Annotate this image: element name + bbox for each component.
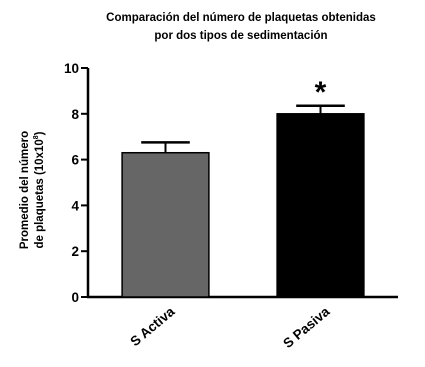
x-axis-tick-labels: S Activa S Pasiva [127,303,332,351]
bar [121,151,210,298]
bars: * [121,76,365,298]
y-axis-label-line-1: Promedio del número [19,131,31,249]
y-axis-label-superscript: 8 [33,135,40,139]
x-tick-label: S Activa [127,303,177,349]
y-tick-label: 0 [71,290,79,305]
y-axis-label: Promedio del número de plaquetas (10x108… [19,131,46,249]
y-axis-label-end: ) [34,131,46,135]
chart-title-line-1: Comparación del número de plaquetas obte… [106,12,376,24]
y-axis-label-main: de plaquetas (10x10 [34,139,46,248]
significance-marker: * [315,76,327,109]
y-tick-label: 10 [64,61,79,76]
x-tick-label: S Pasiva [280,303,333,351]
y-axis-ticks: 0 2 4 6 8 10 [64,61,88,305]
y-tick-label: 6 [71,153,79,168]
chart-title-line-2: por dos tipos de sedimentación [154,30,327,42]
y-axis-label-line-2: de plaquetas (10x108) [33,131,46,248]
y-tick-label: 4 [71,198,79,213]
y-tick-label: 2 [71,244,79,259]
bar [276,113,365,298]
y-tick-label: 8 [71,107,79,122]
